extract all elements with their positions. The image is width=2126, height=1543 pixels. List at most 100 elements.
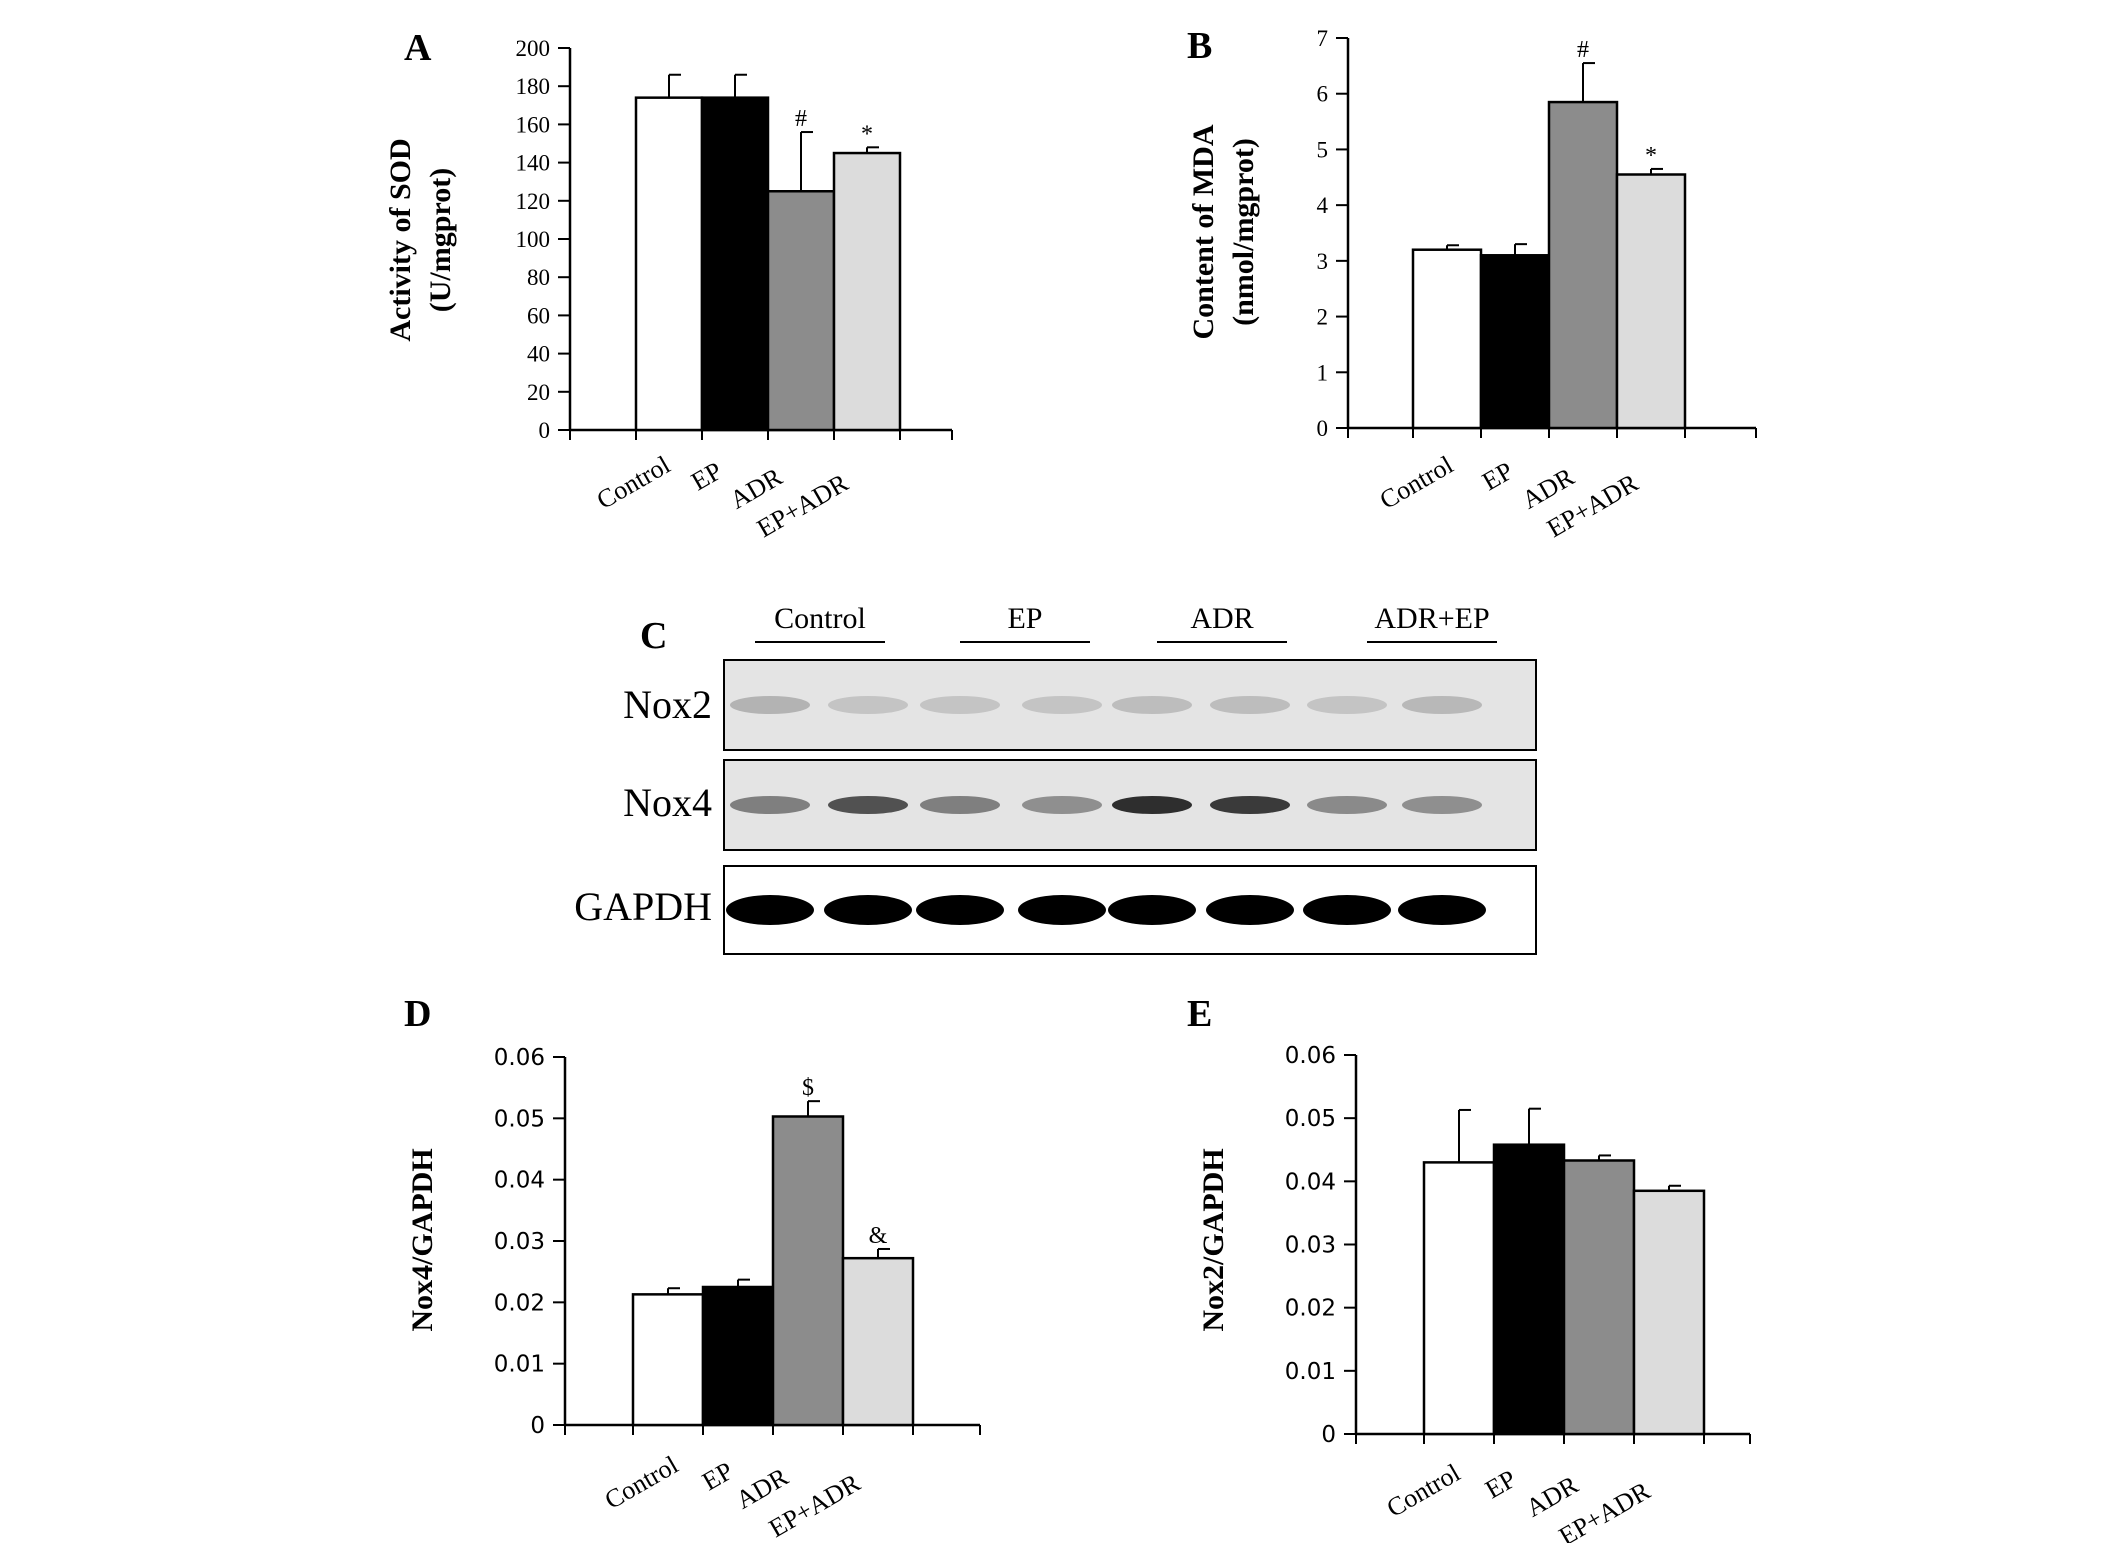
blot-band	[1112, 696, 1192, 714]
blot-row-label: Nox4	[623, 780, 712, 825]
blot-band	[1402, 796, 1482, 814]
bar-control	[631, 1293, 705, 1427]
y-tick-label: 0.01	[494, 1352, 545, 1378]
blot-band	[824, 895, 912, 925]
y-tick-label: 0.04	[494, 1168, 545, 1194]
blot-band	[916, 895, 1004, 925]
blot-group-label: Control	[774, 602, 866, 635]
y-tick-label: 2	[1317, 305, 1329, 330]
blot-band	[1398, 895, 1486, 925]
y-tick-label: 0.01	[1285, 1359, 1336, 1385]
y-tick-label: 1	[1317, 360, 1329, 385]
blot-band	[1307, 696, 1387, 714]
y-tick-label: 0.02	[494, 1290, 545, 1316]
blot-band	[1402, 696, 1482, 714]
bar-ep-plus-adr	[841, 1256, 915, 1427]
x-tick-label: EP	[686, 456, 727, 496]
bar-control	[1422, 1161, 1496, 1436]
blot-band	[920, 696, 1000, 714]
y-tick-label: 6	[1317, 82, 1329, 107]
bar-adr	[771, 1115, 845, 1427]
y-tick-label: 3	[1317, 249, 1329, 274]
blot-group-label: EP	[1007, 602, 1042, 635]
blot-band	[1108, 895, 1196, 925]
y-tick-label: 5	[1317, 137, 1329, 162]
y-tick-label: 180	[516, 74, 551, 99]
bar-control	[634, 96, 704, 432]
y-tick-label: 0.04	[1285, 1169, 1336, 1195]
panel-letter: A	[404, 27, 432, 69]
blot-band	[1022, 796, 1102, 814]
bar-ep	[1492, 1143, 1566, 1436]
y-tick-label: 7	[1317, 26, 1329, 51]
bar-ep	[1479, 254, 1551, 430]
chart-panel-d: D00.010.020.030.040.050.06$&Control EPADR…	[404, 993, 981, 1543]
bar-adr	[766, 190, 836, 432]
x-tick-label: Control	[600, 1450, 683, 1515]
y-tick-label: 0	[530, 1413, 545, 1439]
bar-ep-plus-adr	[1632, 1189, 1706, 1436]
y-tick-label: 0	[1321, 1422, 1336, 1448]
blot-band	[828, 796, 908, 814]
y-tick-label: 120	[516, 189, 551, 214]
x-tick-label: EP	[1477, 456, 1518, 496]
y-tick-label: 0.03	[1285, 1233, 1336, 1259]
y-axis-label: Nox2/GAPDH	[1197, 1148, 1230, 1331]
y-tick-label: 140	[516, 151, 551, 176]
significance-mark: *	[861, 121, 873, 147]
bar-ep	[700, 96, 770, 432]
panel-letter: E	[1187, 993, 1212, 1035]
blot-band	[730, 796, 810, 814]
y-tick-label: 0.05	[494, 1106, 545, 1132]
x-tick-label: EP	[1480, 1464, 1521, 1504]
blot-row-label: Nox2	[623, 682, 712, 727]
blot-group-label: ADR	[1190, 602, 1253, 635]
significance-mark: &	[869, 1223, 888, 1249]
blot-band	[1206, 895, 1294, 925]
bar-ep-plus-adr	[832, 151, 902, 432]
significance-mark: #	[795, 106, 807, 132]
y-tick-label: 0	[1317, 416, 1329, 441]
blot-band	[1022, 696, 1102, 714]
y-tick-label: 20	[527, 380, 550, 405]
y-tick-label: 0.05	[1285, 1106, 1336, 1132]
significance-mark: $	[802, 1075, 814, 1101]
blot-band	[1210, 696, 1290, 714]
bar-ep	[701, 1285, 775, 1427]
y-tick-label: 0.06	[494, 1045, 545, 1071]
panel-letter: B	[1187, 25, 1212, 67]
significance-mark: *	[1645, 143, 1657, 169]
bar-adr	[1547, 100, 1619, 430]
x-tick-label: Control	[1375, 450, 1458, 515]
bar-control	[1411, 248, 1483, 430]
y-axis-label: Content of MDA	[1187, 124, 1220, 339]
y-tick-label: 80	[527, 265, 550, 290]
y-tick-label: 0.03	[494, 1229, 545, 1255]
blot-band	[1112, 796, 1192, 814]
y-tick-label: 60	[527, 303, 550, 328]
blot-band	[828, 696, 908, 714]
bar-ep-plus-adr	[1615, 173, 1687, 430]
blot-band	[730, 696, 810, 714]
y-tick-label: 40	[527, 342, 550, 367]
blot-band	[920, 796, 1000, 814]
y-tick-label: 160	[516, 112, 551, 137]
y-axis-label: (nmol/mgprot)	[1227, 138, 1260, 326]
y-tick-label: 0.06	[1285, 1043, 1336, 1069]
y-tick-label: 0	[539, 418, 551, 443]
x-tick-label: Control	[1382, 1458, 1465, 1523]
y-tick-label: 4	[1317, 193, 1329, 218]
x-tick-label: Control	[592, 450, 675, 515]
chart-panel-a: A 0 20 40 60 80 100 120 140 160 180 200 # * Control EP A…	[384, 27, 953, 543]
blot-band	[1210, 796, 1290, 814]
blot-band	[1303, 895, 1391, 925]
panel-letter: C	[640, 615, 667, 657]
blot-band	[1018, 895, 1106, 925]
blot-group-label: ADR+EP	[1374, 602, 1489, 635]
western-blot-panel-c: C Control EP ADR ADR+EP Nox2 Nox4 GAPDH	[574, 602, 1537, 955]
y-tick-label: 100	[516, 227, 551, 252]
y-axis-label: (U/mgprot)	[424, 168, 457, 312]
